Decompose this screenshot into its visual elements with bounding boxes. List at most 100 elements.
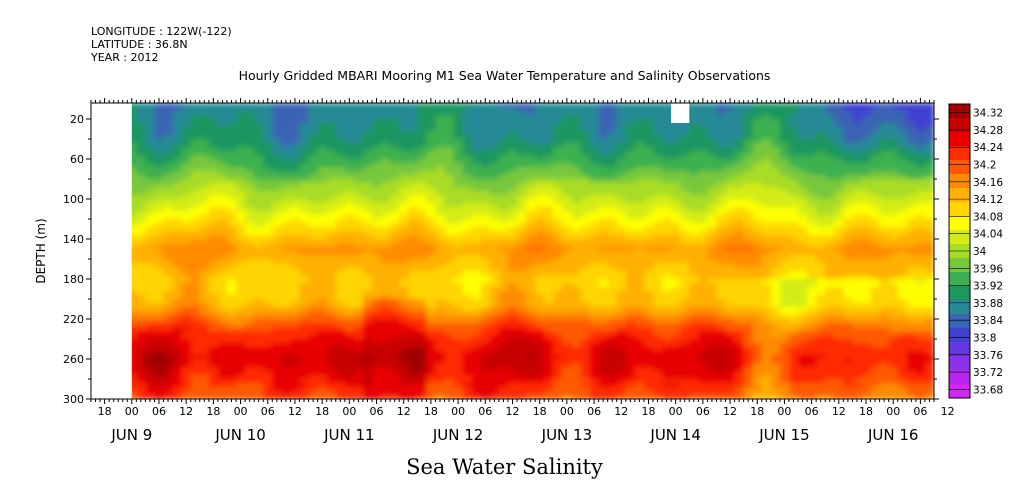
heatmap-cell	[625, 271, 636, 276]
heatmap-cell	[489, 187, 500, 192]
heatmap-cell	[634, 371, 645, 376]
heatmap-cell	[254, 147, 264, 152]
heatmap-cell	[372, 295, 382, 300]
heatmap-cell	[435, 263, 446, 268]
heatmap-cell	[625, 127, 636, 132]
heatmap-cell	[571, 363, 582, 368]
heatmap-cell	[634, 363, 645, 368]
heatmap-cell	[190, 127, 201, 132]
heatmap-cell	[553, 355, 563, 360]
heatmap-cell	[236, 303, 246, 308]
heatmap-cell	[272, 343, 282, 348]
heatmap-cell	[217, 299, 228, 304]
heatmap-cell	[417, 147, 427, 152]
heatmap-cell	[226, 139, 237, 144]
heatmap-cell	[471, 327, 482, 332]
heatmap-cell	[643, 143, 654, 148]
heatmap-cell	[226, 295, 237, 300]
heatmap-cell	[680, 263, 690, 268]
heatmap-cell	[417, 183, 427, 188]
heatmap-cell	[136, 179, 146, 184]
heatmap-cell	[562, 151, 573, 156]
heatmap-cell	[163, 347, 174, 352]
heatmap-cell	[453, 219, 464, 224]
heatmap-cell	[236, 199, 246, 204]
heatmap-cell	[145, 155, 156, 160]
heatmap-cell	[553, 151, 563, 156]
heatmap-cell	[326, 371, 337, 376]
heatmap-cell	[326, 323, 337, 328]
heatmap-cell	[471, 175, 482, 180]
heatmap-cell	[589, 387, 600, 392]
heatmap-cell	[589, 187, 600, 192]
heatmap-cell	[498, 179, 509, 184]
heatmap-cell	[381, 227, 391, 232]
heatmap-cell	[145, 183, 156, 188]
heatmap-cell	[208, 127, 219, 132]
heatmap-cell	[154, 279, 165, 284]
heatmap-cell	[190, 299, 201, 304]
heatmap-cell	[308, 391, 319, 396]
heatmap-cell	[263, 183, 273, 188]
heatmap-cell	[362, 207, 373, 212]
heatmap-cell	[317, 199, 328, 204]
heatmap-cell	[535, 175, 545, 180]
heatmap-cell	[498, 199, 509, 204]
heatmap-cell	[589, 239, 600, 244]
heatmap-cell	[671, 175, 681, 180]
heatmap-cell	[634, 295, 645, 300]
heatmap-cell	[390, 383, 400, 388]
heatmap-cell	[154, 347, 165, 352]
heatmap-cell	[199, 123, 210, 128]
heatmap-cell	[571, 107, 582, 112]
heatmap-cell	[562, 143, 573, 148]
heatmap-cell	[254, 343, 264, 348]
heatmap-cell	[163, 375, 174, 380]
heatmap-cell	[580, 111, 591, 116]
heatmap-cell	[245, 219, 255, 224]
heatmap-cell	[426, 151, 437, 156]
heatmap-cell	[625, 287, 636, 292]
heatmap-cell	[598, 191, 609, 196]
heatmap-cell	[353, 231, 364, 236]
heatmap-cell	[190, 323, 201, 328]
heatmap-cell	[598, 227, 609, 232]
heatmap-cell	[226, 299, 237, 304]
heatmap-cell	[689, 391, 699, 396]
heatmap-cell	[598, 283, 609, 288]
heatmap-cell	[435, 187, 446, 192]
heatmap-cell	[290, 231, 301, 236]
heatmap-cell	[426, 263, 437, 268]
heatmap-cell	[408, 167, 418, 172]
heatmap-cell	[671, 303, 681, 308]
heatmap-cell	[571, 355, 582, 360]
heatmap-cell	[417, 303, 427, 308]
heatmap-cell	[308, 323, 319, 328]
heatmap-cell	[362, 231, 373, 236]
heatmap-cell	[372, 311, 382, 316]
heatmap-cell	[317, 179, 328, 184]
heatmap-cell	[571, 215, 582, 220]
heatmap-cell	[263, 151, 273, 156]
heatmap-cell	[480, 347, 491, 352]
heatmap-cell	[589, 359, 600, 364]
heatmap-cell	[643, 283, 654, 288]
heatmap-cell	[254, 139, 264, 144]
heatmap-cell	[154, 351, 165, 356]
heatmap-cell	[308, 115, 319, 120]
heatmap-cell	[145, 279, 156, 284]
heatmap-cell	[245, 227, 255, 232]
heatmap-cell	[643, 311, 654, 316]
heatmap-cell	[154, 163, 165, 168]
heatmap-cell	[562, 383, 573, 388]
heatmap-cell	[607, 103, 618, 108]
heatmap-cell	[145, 295, 156, 300]
heatmap-cell	[136, 319, 146, 324]
heatmap-cell	[154, 131, 165, 136]
heatmap-cell	[426, 311, 437, 316]
heatmap-cell	[498, 359, 509, 364]
heatmap-cell	[571, 335, 582, 340]
heatmap-cell	[526, 363, 536, 368]
heatmap-cell	[671, 351, 681, 356]
heatmap-cell	[272, 115, 282, 120]
